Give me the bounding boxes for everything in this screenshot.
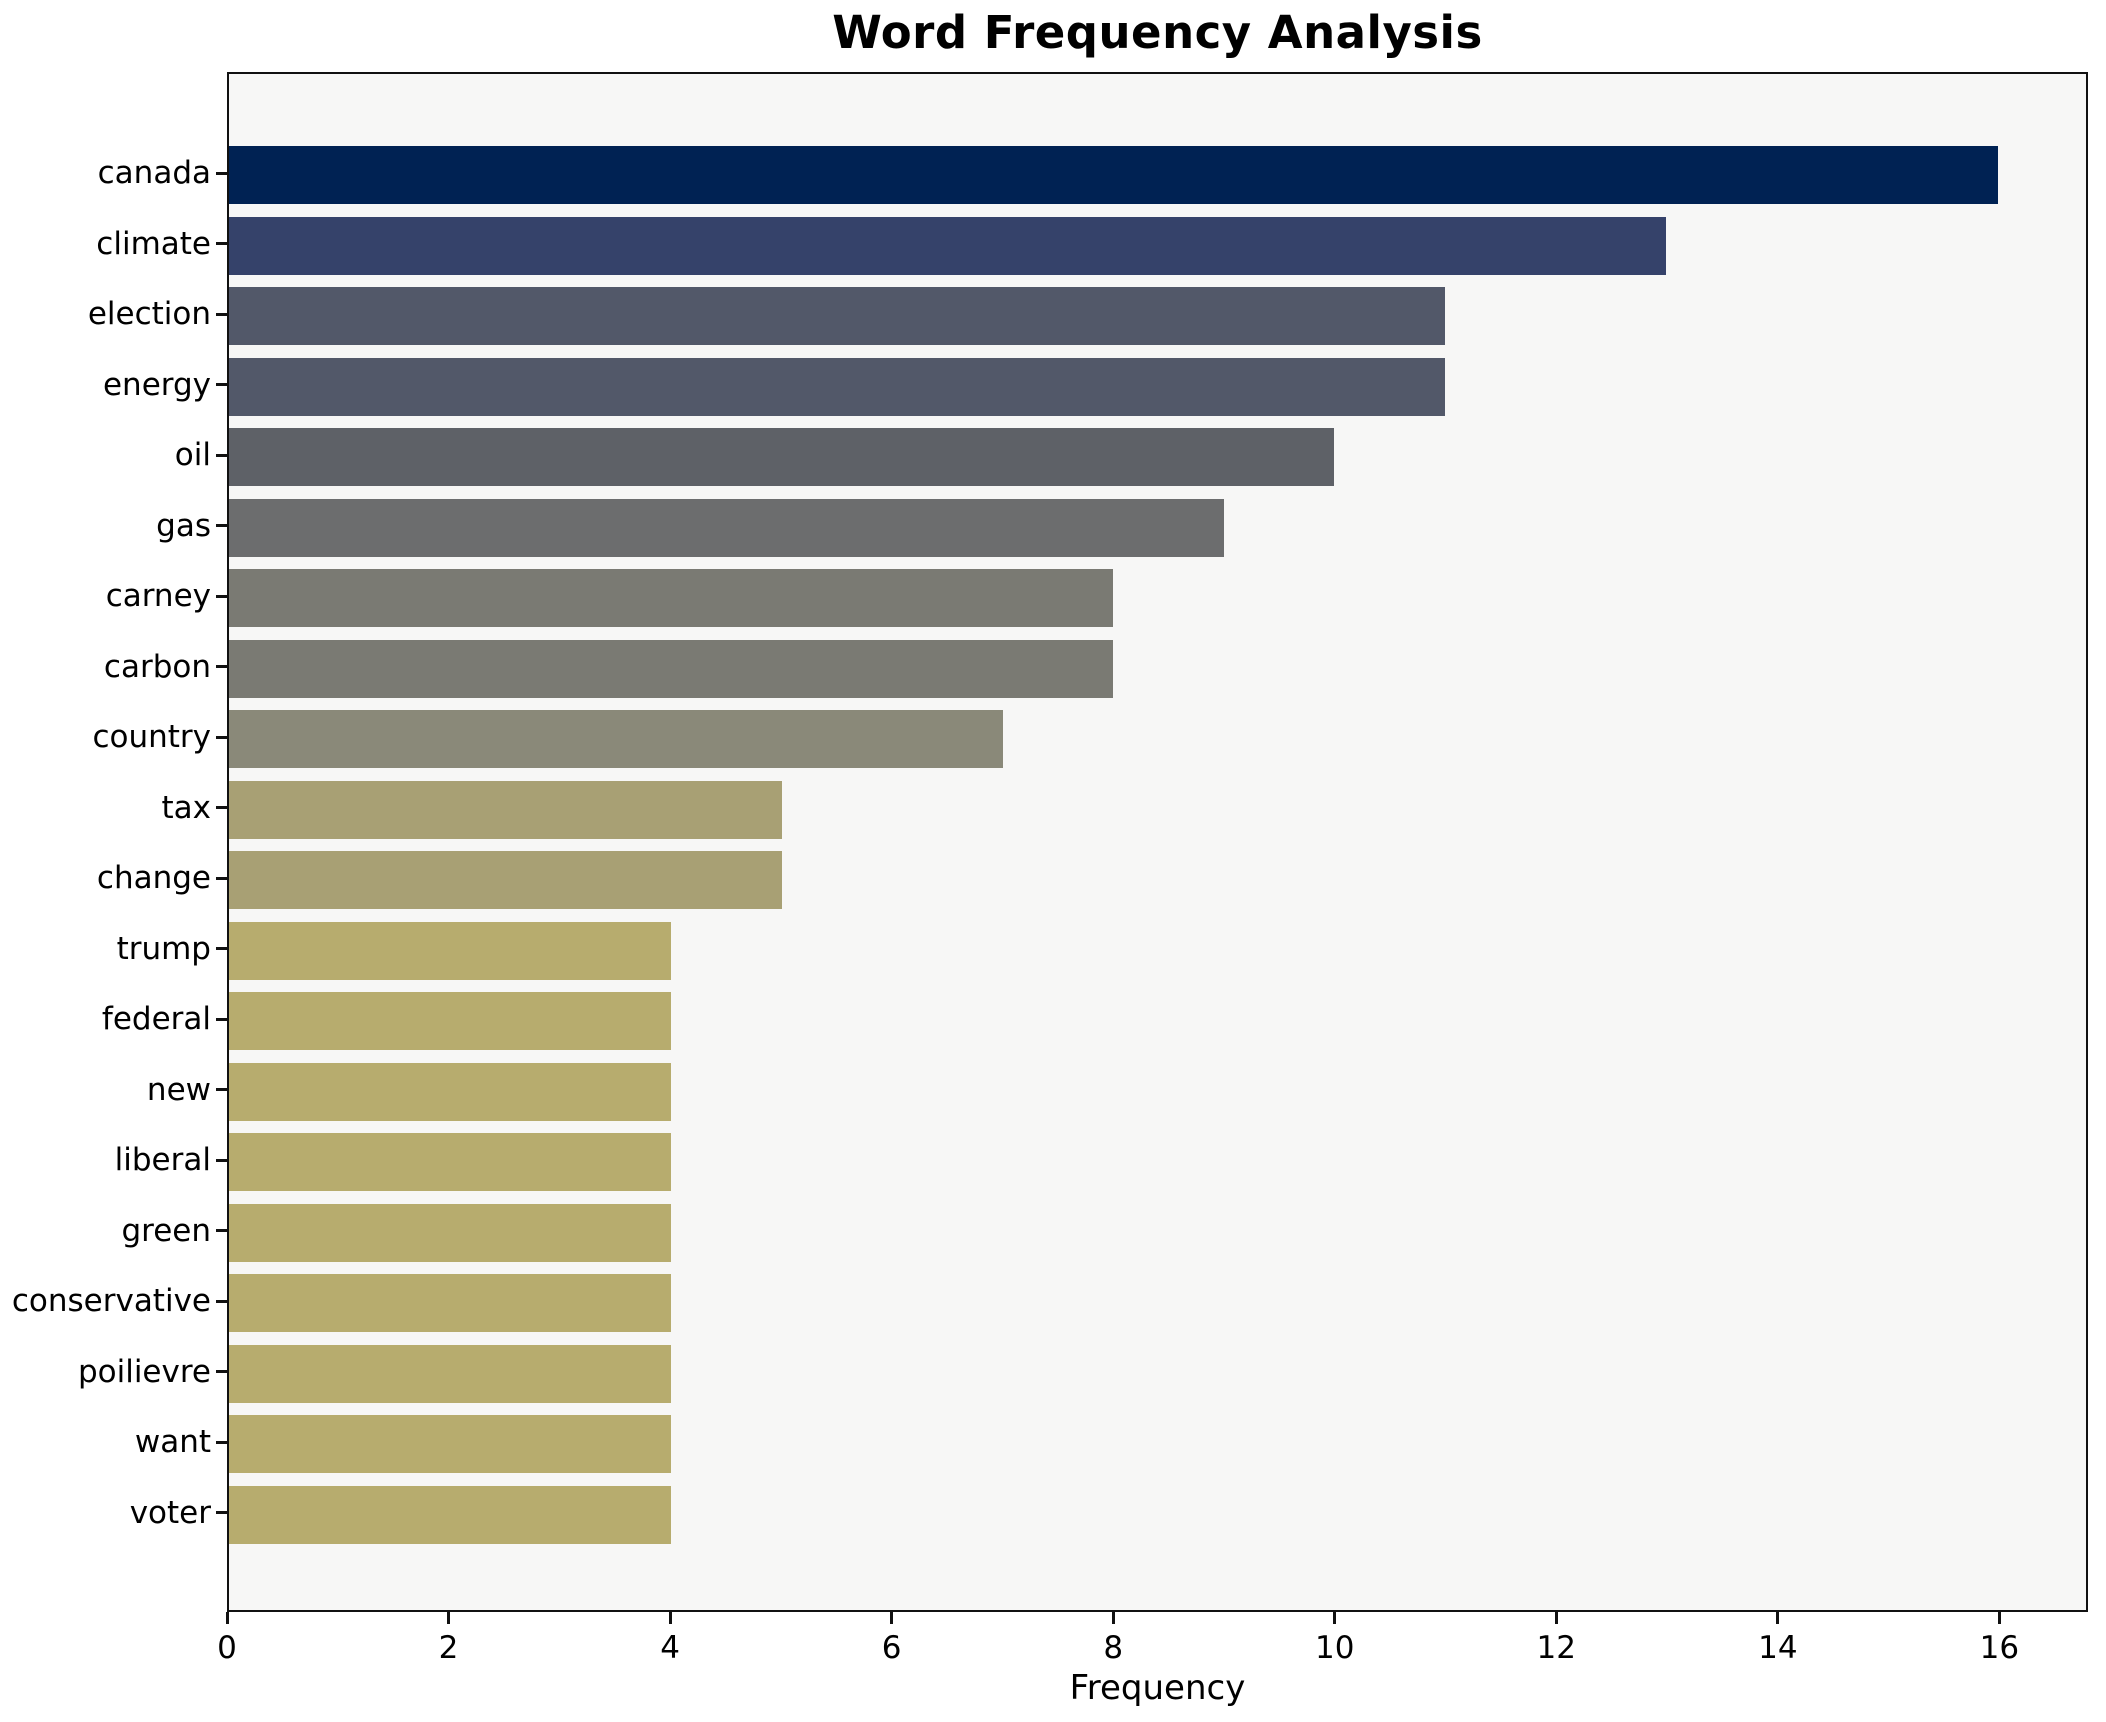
chart-title: Word Frequency Analysis bbox=[832, 6, 1483, 59]
bar-liberal bbox=[229, 1133, 672, 1192]
y-tick-label-energy: energy bbox=[102, 366, 211, 403]
x-tick-label-6: 6 bbox=[881, 1630, 902, 1666]
bar-energy bbox=[229, 357, 1445, 416]
y-tick-mark bbox=[216, 1017, 227, 1021]
bar-oil bbox=[229, 428, 1335, 487]
y-tick-mark bbox=[216, 242, 227, 246]
y-tick-label-federal: federal bbox=[101, 1001, 211, 1038]
y-tick-label-carney: carney bbox=[105, 578, 211, 615]
y-tick-label-election: election bbox=[87, 296, 211, 333]
y-tick-mark bbox=[216, 1511, 227, 1515]
bar-country bbox=[229, 710, 1003, 769]
bar-canada bbox=[229, 146, 1998, 205]
y-tick-mark bbox=[216, 171, 227, 175]
plot-area bbox=[227, 72, 2088, 1612]
bar-voter bbox=[229, 1485, 672, 1544]
x-tick-label-8: 8 bbox=[1103, 1630, 1124, 1666]
x-tick-mark bbox=[1997, 1612, 2001, 1624]
x-tick-label-10: 10 bbox=[1315, 1630, 1355, 1666]
y-tick-label-climate: climate bbox=[96, 225, 211, 262]
y-tick-mark bbox=[216, 594, 227, 598]
x-tick-mark bbox=[1776, 1612, 1780, 1624]
bar-want bbox=[229, 1415, 672, 1474]
y-tick-label-gas: gas bbox=[156, 507, 211, 544]
x-tick-mark bbox=[668, 1612, 672, 1624]
bar-gas bbox=[229, 498, 1224, 557]
y-tick-mark bbox=[216, 312, 227, 316]
y-tick-label-trump: trump bbox=[116, 930, 211, 967]
y-tick-mark bbox=[216, 1299, 227, 1303]
y-tick-label-oil: oil bbox=[174, 437, 211, 474]
x-tick-label-16: 16 bbox=[1979, 1630, 2020, 1666]
x-tick-mark bbox=[1333, 1612, 1337, 1624]
x-tick-mark bbox=[1111, 1612, 1115, 1624]
bar-carbon bbox=[229, 639, 1114, 698]
x-axis-label: Frequency bbox=[1069, 1668, 1246, 1708]
y-tick-mark bbox=[216, 665, 227, 669]
x-tick-mark bbox=[1554, 1612, 1558, 1624]
y-tick-label-canada: canada bbox=[97, 155, 211, 192]
x-tick-label-0: 0 bbox=[217, 1630, 237, 1666]
y-tick-mark bbox=[216, 1158, 227, 1162]
y-tick-mark bbox=[216, 524, 227, 528]
x-tick-label-4: 4 bbox=[660, 1630, 680, 1666]
y-tick-mark bbox=[216, 453, 227, 457]
bar-new bbox=[229, 1062, 672, 1121]
y-tick-mark bbox=[216, 1370, 227, 1374]
x-tick-mark bbox=[447, 1612, 451, 1624]
y-tick-label-carbon: carbon bbox=[103, 648, 211, 685]
y-tick-mark bbox=[216, 806, 227, 810]
bar-change bbox=[229, 851, 782, 910]
y-tick-label-want: want bbox=[134, 1424, 211, 1461]
x-tick-label-12: 12 bbox=[1536, 1630, 1576, 1666]
x-tick-mark bbox=[890, 1612, 894, 1624]
y-tick-mark bbox=[216, 1229, 227, 1233]
y-tick-mark bbox=[216, 947, 227, 951]
bar-election bbox=[229, 287, 1445, 346]
y-tick-mark bbox=[216, 1440, 227, 1444]
y-tick-label-conservative: conservative bbox=[11, 1283, 211, 1320]
y-tick-label-voter: voter bbox=[129, 1494, 211, 1531]
y-tick-mark bbox=[216, 1088, 227, 1092]
bar-carney bbox=[229, 569, 1114, 628]
y-tick-label-green: green bbox=[121, 1212, 211, 1249]
y-tick-label-change: change bbox=[96, 860, 211, 897]
y-tick-label-liberal: liberal bbox=[114, 1142, 211, 1179]
y-tick-mark bbox=[216, 735, 227, 739]
y-tick-mark bbox=[216, 383, 227, 387]
y-tick-label-new: new bbox=[146, 1071, 211, 1108]
y-tick-mark bbox=[216, 876, 227, 880]
x-tick-mark bbox=[225, 1612, 229, 1624]
y-tick-label-poilievre: poilievre bbox=[77, 1353, 211, 1390]
bar-trump bbox=[229, 921, 672, 980]
bar-climate bbox=[229, 216, 1666, 275]
y-tick-label-country: country bbox=[92, 719, 211, 756]
bar-tax bbox=[229, 780, 782, 839]
y-tick-label-tax: tax bbox=[161, 789, 212, 826]
x-tick-label-2: 2 bbox=[438, 1630, 459, 1666]
bar-green bbox=[229, 1203, 672, 1262]
bar-federal bbox=[229, 992, 672, 1051]
x-tick-label-14: 14 bbox=[1758, 1630, 1798, 1666]
bar-conservative bbox=[229, 1274, 672, 1333]
bar-poilievre bbox=[229, 1344, 672, 1403]
